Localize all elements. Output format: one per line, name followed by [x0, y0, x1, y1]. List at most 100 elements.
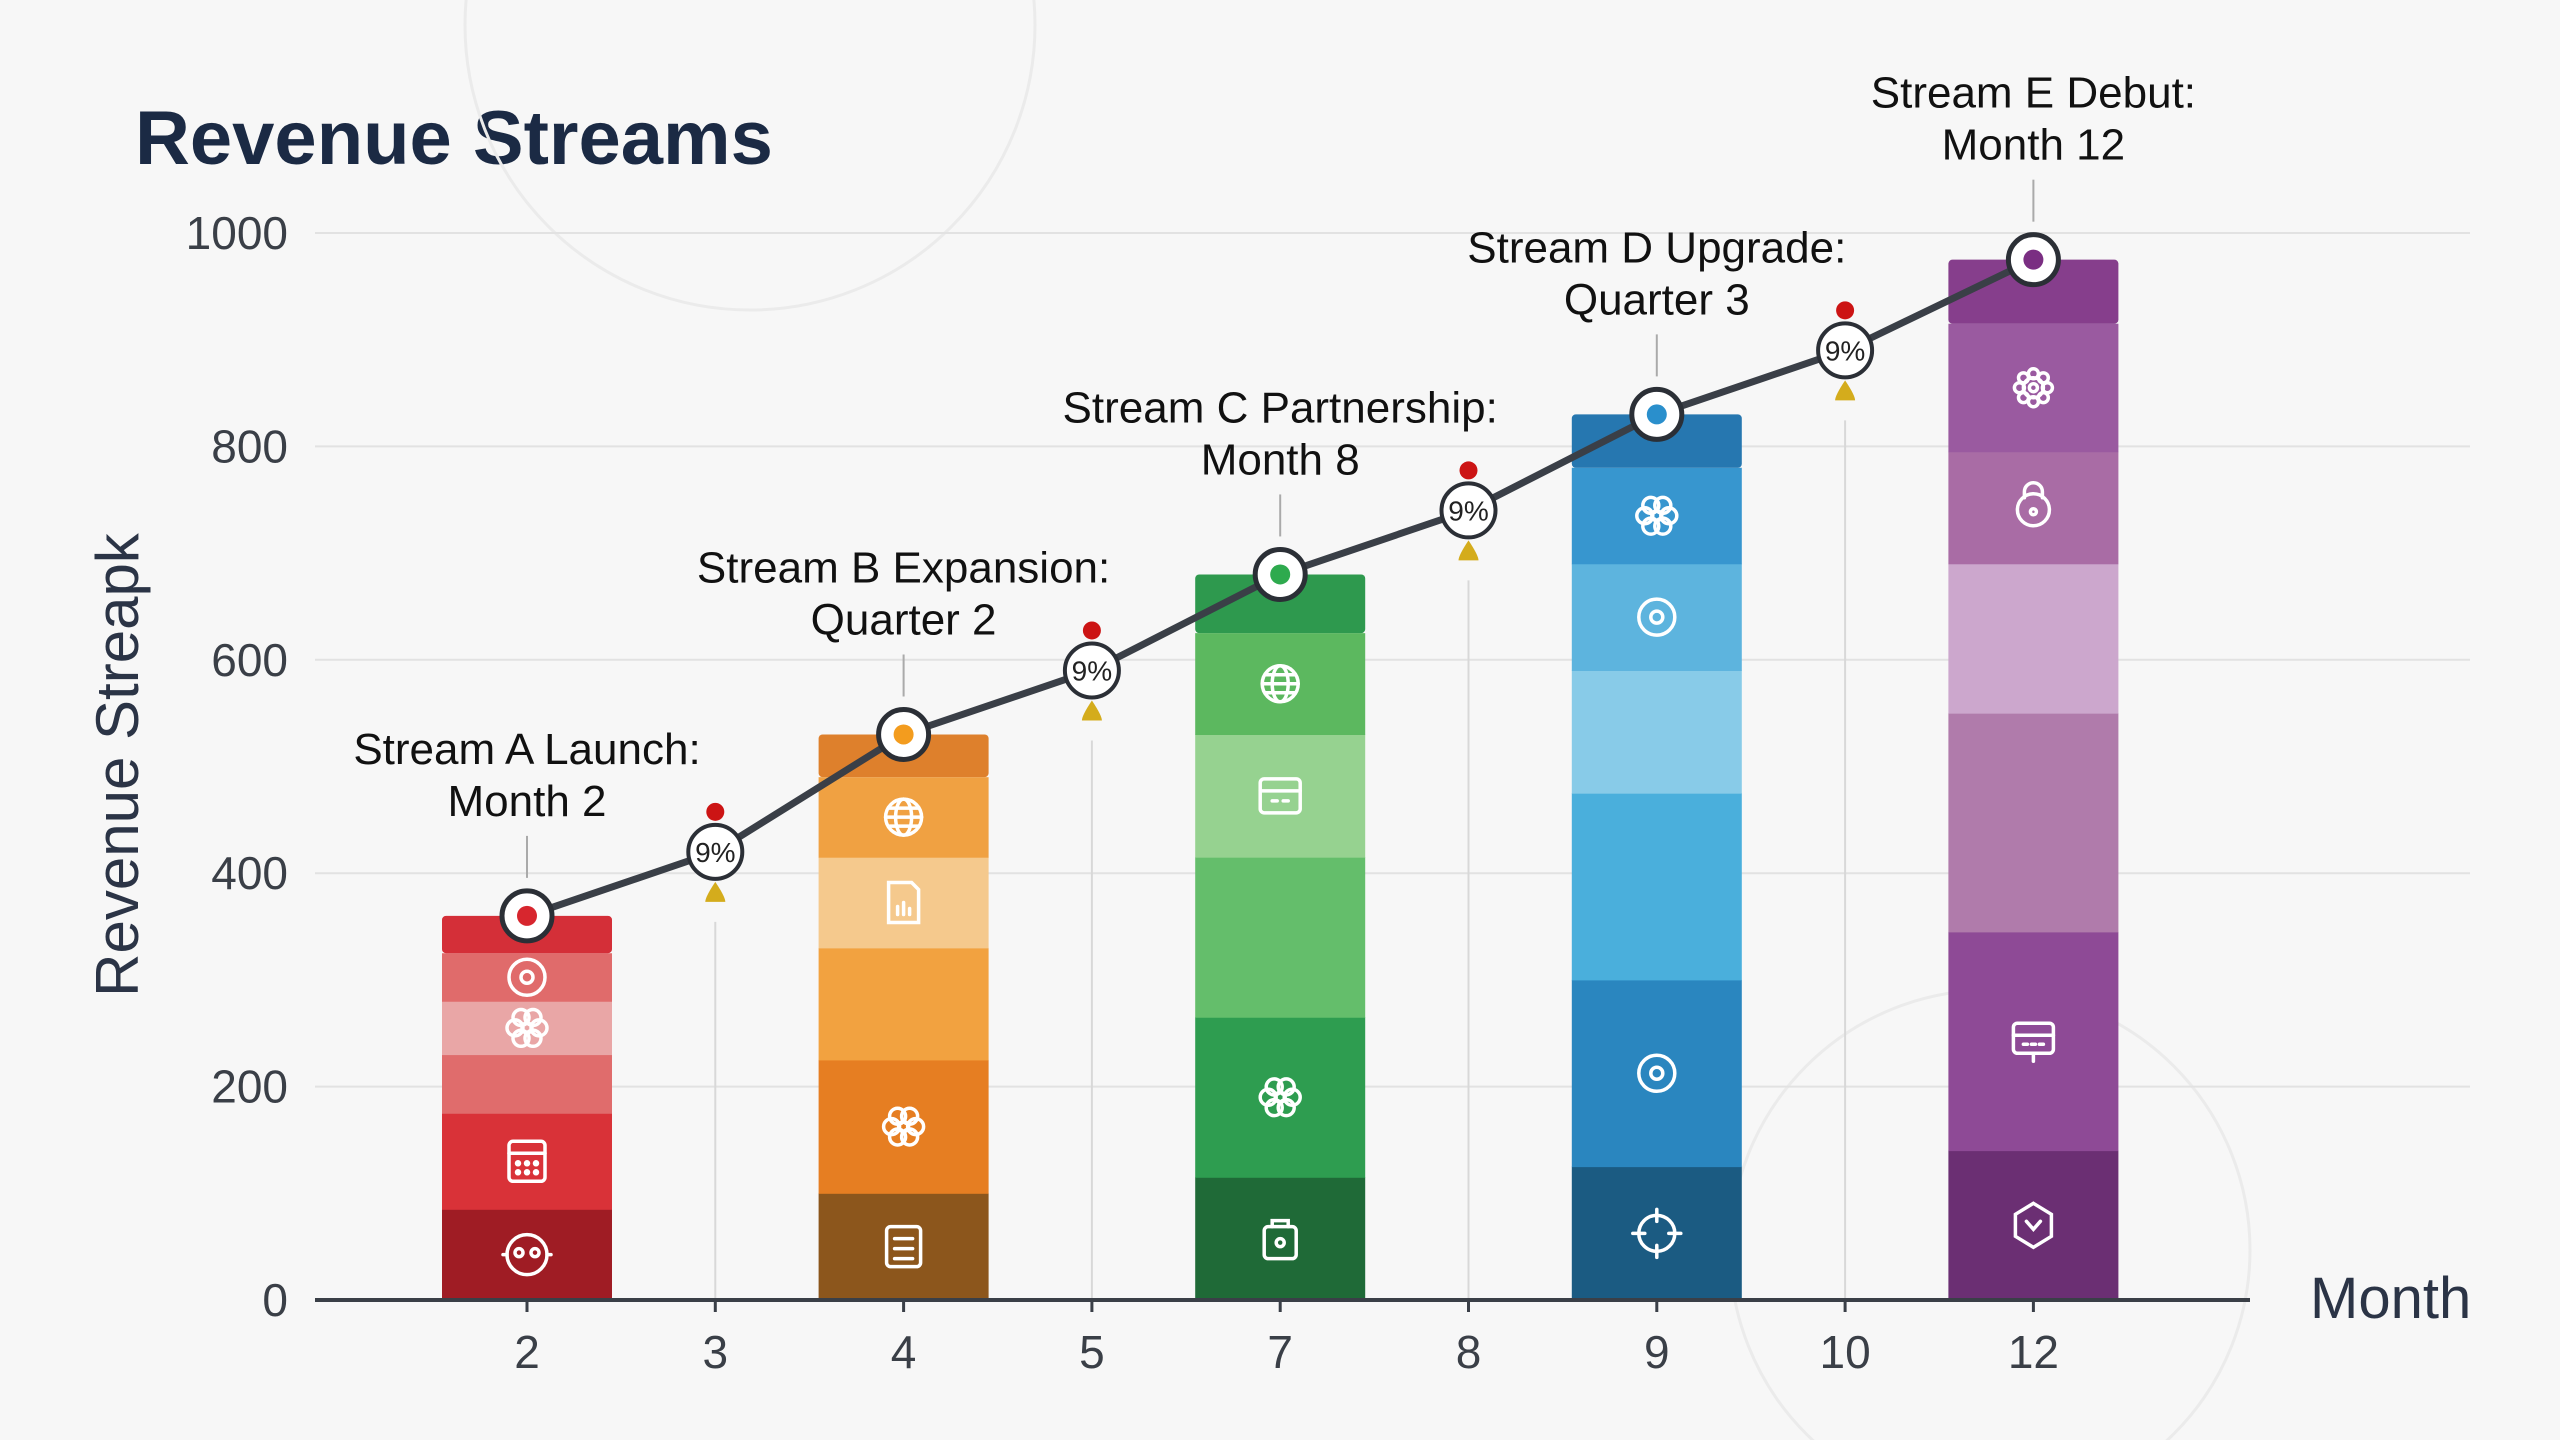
growth-dot-icon [1459, 461, 1478, 480]
data-point-dot [893, 724, 914, 745]
icon-part [1650, 509, 1664, 523]
growth-dot-icon [1082, 621, 1101, 640]
annotation-subtitle: Month 12 [1942, 121, 2125, 170]
x-tick-label: 3 [703, 1326, 729, 1378]
bar-segment [442, 1001, 612, 1056]
calendar-icon [507, 1139, 547, 1184]
icon-part [2024, 1219, 2043, 1232]
icon-part [1262, 1224, 1298, 1261]
bar-segment [1948, 931, 2119, 1152]
icon-part [2022, 481, 2045, 500]
icon-part [532, 1160, 540, 1167]
icon-part [514, 1169, 522, 1176]
bar-segment [1195, 574, 1366, 634]
bar-segment [1571, 467, 1742, 565]
shield-icon [2013, 1201, 2054, 1250]
bar-segment [442, 1054, 612, 1114]
icon-part [2015, 492, 2052, 528]
crosshair-icon [1631, 1207, 1683, 1260]
icon-part [886, 880, 921, 925]
annotation-title: Stream A Launch: [353, 725, 700, 774]
gear-icon [2012, 366, 2055, 409]
icon-part [1649, 609, 1665, 625]
target-icon [507, 957, 547, 997]
y-tick-label: 600 [211, 634, 288, 686]
bar-segment [1571, 563, 1742, 671]
face-icon [501, 1232, 553, 1277]
bar-segment [1948, 1150, 2119, 1301]
icon-part [884, 1224, 923, 1269]
x-tick-label: 5 [1079, 1326, 1105, 1378]
chart-title: Revenue Streams [135, 96, 773, 181]
x-tick-label: 8 [1456, 1326, 1482, 1378]
x-tick-label: 2 [514, 1326, 540, 1378]
icon-part [2013, 1201, 2054, 1250]
icon-part [2028, 507, 2039, 517]
flower-icon [1258, 1077, 1302, 1118]
x-tick-label: 10 [1820, 1326, 1871, 1378]
drop-icon [1081, 700, 1102, 721]
icon-part [507, 957, 547, 997]
growth-label: 9% [1825, 335, 1865, 366]
icon-part [1270, 1218, 1290, 1229]
bar-segment [1195, 857, 1366, 1018]
icon-part [507, 1139, 547, 1184]
bar-segment [1948, 713, 2119, 933]
drop-icon [1835, 380, 1856, 401]
growth-dot-icon [1836, 301, 1855, 320]
annotation-title: Stream C Partnership: [1063, 383, 1498, 432]
flower-icon [505, 1007, 549, 1049]
icon-part [520, 1021, 534, 1035]
growth-dot-icon [706, 802, 725, 821]
bar-segment [1948, 259, 2119, 324]
globe-icon [1260, 664, 1300, 704]
bar-segment [1571, 1166, 1742, 1301]
growth-marker [1439, 481, 1498, 540]
y-axis-label: Revenue Streapk [84, 532, 151, 997]
growth-label: 9% [695, 837, 735, 868]
data-point-dot [1270, 564, 1291, 585]
x-axis-label: Month [2310, 1266, 2471, 1331]
drop-icon [1458, 540, 1479, 561]
growth-marker [1062, 641, 1121, 700]
bar-segment [1195, 734, 1366, 858]
y-tick-label: 1000 [186, 207, 288, 259]
icon-part [1637, 597, 1677, 637]
y-tick-label: 200 [211, 1061, 288, 1113]
clipboard-icon [884, 1224, 923, 1269]
data-point-dot [1646, 404, 1667, 425]
y-tick-label: 400 [211, 847, 288, 899]
icon-part [1258, 777, 1302, 815]
icon-part [519, 969, 535, 985]
x-tick-label: 9 [1644, 1326, 1670, 1378]
data-point-dot [517, 905, 537, 926]
bar-segment [1195, 1017, 1366, 1178]
bar-segment [818, 1059, 989, 1194]
icon-part [529, 1246, 541, 1259]
bar-segment [1571, 979, 1742, 1168]
icon-part [1274, 1236, 1286, 1249]
chat-icon [2011, 1021, 2056, 1064]
growth-label: 9% [1072, 655, 1112, 686]
bag-icon [1262, 1218, 1298, 1261]
bar-segment [1948, 323, 2119, 453]
annotation-subtitle: Month 2 [448, 777, 607, 826]
x-tick-label: 12 [2008, 1326, 2059, 1378]
globe-icon [883, 797, 924, 837]
bar-segment [442, 1209, 612, 1301]
target-icon [1637, 597, 1677, 637]
y-tick-label: 0 [262, 1274, 288, 1326]
file-icon [886, 880, 921, 925]
annotation-subtitle: Month 8 [1201, 435, 1360, 484]
data-point-dot [2023, 249, 2044, 270]
icon-part [523, 1160, 531, 1167]
drop-icon [705, 881, 726, 902]
icon-part [532, 1169, 540, 1176]
growth-label: 9% [1448, 495, 1488, 526]
icon-part [514, 1160, 522, 1167]
decor-circle [463, 0, 1037, 312]
icon-part [1273, 1090, 1287, 1105]
target-icon [1637, 1053, 1677, 1094]
bar-segment [818, 947, 989, 1061]
